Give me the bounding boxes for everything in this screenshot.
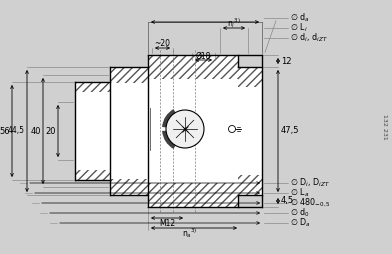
Circle shape [166,110,204,148]
Text: $\varnothing$ D$_i$, D$_{iZT}$: $\varnothing$ D$_i$, D$_{iZT}$ [290,177,330,189]
Text: n$_i$$^{3)}$: n$_i$$^{3)}$ [227,16,241,30]
Text: $\varnothing$ 480$_{-0,5}$: $\varnothing$ 480$_{-0,5}$ [290,197,331,209]
Bar [110,67,148,195]
Bar [110,67,148,83]
Bar [148,55,262,207]
Text: ~20: ~20 [154,40,171,49]
Bar [238,55,262,67]
Bar [75,82,110,92]
Text: $\varnothing$ d$_0$: $\varnothing$ d$_0$ [290,207,310,219]
Bar [148,183,238,207]
Text: 56: 56 [0,126,10,135]
Wedge shape [162,109,177,128]
Text: 20: 20 [45,126,56,135]
Bar [75,82,110,180]
Text: 40: 40 [31,126,41,135]
Wedge shape [162,130,177,149]
Text: 4,5: 4,5 [281,197,294,205]
Text: $\varnothing$ L$_i$: $\varnothing$ L$_i$ [290,22,308,34]
Text: M12: M12 [159,218,175,228]
Text: 44,5: 44,5 [8,126,25,135]
Text: $\varnothing$ D$_a$: $\varnothing$ D$_a$ [290,217,311,229]
Text: $\varnothing$ d$_a$: $\varnothing$ d$_a$ [290,12,310,24]
Circle shape [229,125,236,133]
Text: $\varnothing$ d$_i$, d$_{iZT}$: $\varnothing$ d$_i$, d$_{iZT}$ [290,32,328,44]
Bar [110,179,148,195]
Text: 132 231: 132 231 [383,114,388,140]
Bar [238,67,262,87]
Text: $\varnothing$ L$_a$: $\varnothing$ L$_a$ [290,187,309,199]
Bar [238,175,262,195]
Bar [148,55,238,79]
Text: Ø18: Ø18 [196,52,211,60]
Text: 12: 12 [281,56,292,66]
Text: n$_a$$^{3)}$: n$_a$$^{3)}$ [182,226,198,240]
Bar [238,195,262,207]
Bar [75,170,110,180]
Text: 47,5: 47,5 [281,126,299,135]
